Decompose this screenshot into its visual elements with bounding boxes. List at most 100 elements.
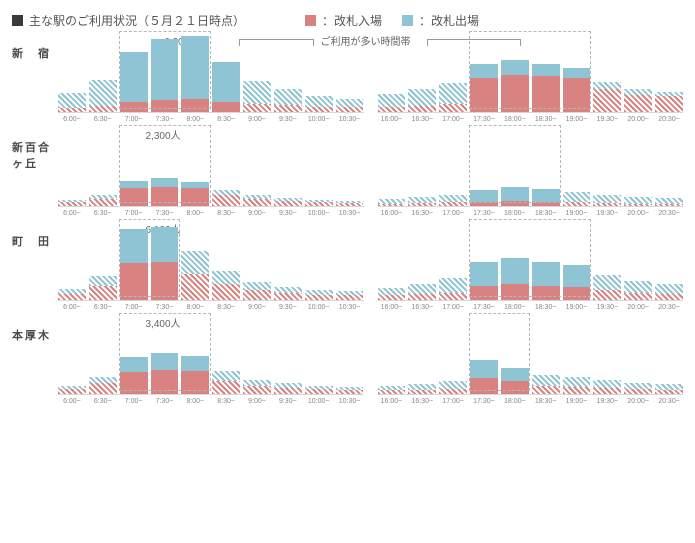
exit-segment xyxy=(58,93,86,109)
time-label: 16:30~ xyxy=(408,398,436,405)
entry-segment xyxy=(563,78,591,112)
time-bar xyxy=(501,258,529,300)
panel-wrap: ご利用が多い時間帯 6,300人 xyxy=(58,35,683,123)
entry-segment xyxy=(655,390,683,394)
entry-segment xyxy=(408,294,436,300)
time-label: 17:00~ xyxy=(439,304,467,311)
time-label: 10:30~ xyxy=(336,398,364,405)
time-label: 10:00~ xyxy=(305,116,333,123)
exit-segment xyxy=(439,278,467,292)
time-label: 19:00~ xyxy=(563,210,591,217)
time-label: 6:00~ xyxy=(58,398,86,405)
time-bar xyxy=(151,227,179,300)
entry-segment xyxy=(243,386,271,394)
exit-segment xyxy=(439,83,467,103)
time-label: 16:00~ xyxy=(378,398,406,405)
entry-segment xyxy=(470,202,498,206)
time-label: 17:00~ xyxy=(439,116,467,123)
bar-group xyxy=(378,223,684,301)
entry-segment xyxy=(274,105,302,112)
time-label: 19:00~ xyxy=(563,116,591,123)
time-label: 16:30~ xyxy=(408,304,436,311)
label-group: 16:00~16:30~17:00~17:30~18:00~18:30~19:0… xyxy=(378,210,684,217)
time-bar xyxy=(212,62,240,112)
time-bar xyxy=(305,96,333,112)
entry-segment xyxy=(151,262,179,300)
time-label: 20:00~ xyxy=(624,116,652,123)
time-bar xyxy=(243,282,271,300)
time-label: 6:30~ xyxy=(89,304,117,311)
entry-segment xyxy=(470,78,498,112)
exit-segment xyxy=(212,371,240,381)
entry-segment xyxy=(243,104,271,112)
time-label: 8:30~ xyxy=(212,210,240,217)
time-bar xyxy=(439,195,467,206)
time-label: 10:00~ xyxy=(305,210,333,217)
time-bar xyxy=(243,195,271,206)
time-label: 8:30~ xyxy=(212,398,240,405)
pm-panel: 16:00~16:30~17:00~17:30~18:00~18:30~19:0… xyxy=(378,35,684,123)
exit-segment xyxy=(532,375,560,386)
time-label: 18:00~ xyxy=(501,210,529,217)
time-bar xyxy=(212,190,240,206)
entry-segment xyxy=(151,187,179,206)
exit-segment xyxy=(532,189,560,202)
time-bar xyxy=(274,89,302,112)
time-label: 9:30~ xyxy=(274,116,302,123)
entry-segment xyxy=(624,95,652,112)
time-label: 18:00~ xyxy=(501,398,529,405)
entry-segment xyxy=(439,293,467,300)
time-label: 6:30~ xyxy=(89,398,117,405)
time-bar xyxy=(89,276,117,300)
time-label: 20:30~ xyxy=(655,116,683,123)
exit-segment xyxy=(624,197,652,204)
time-bar xyxy=(181,182,209,206)
entry-segment xyxy=(501,381,529,394)
time-label: 19:00~ xyxy=(563,304,591,311)
entry-segment xyxy=(470,286,498,300)
time-bar xyxy=(593,195,621,206)
time-label: 10:00~ xyxy=(305,304,333,311)
time-label: 8:00~ xyxy=(181,398,209,405)
label-group: 6:00~6:30~7:00~7:30~8:00~8:30~9:00~9:30~… xyxy=(58,210,364,217)
time-label: 8:30~ xyxy=(212,116,240,123)
label-group: 16:00~16:30~17:00~17:30~18:00~18:30~19:0… xyxy=(378,116,684,123)
entry-segment xyxy=(89,106,117,112)
entry-segment xyxy=(655,96,683,112)
entry-segment xyxy=(408,203,436,206)
time-label: 10:00~ xyxy=(305,398,333,405)
time-bar xyxy=(378,199,406,206)
exit-segment xyxy=(593,380,621,388)
entry-segment xyxy=(181,188,209,206)
entry-segment xyxy=(501,201,529,206)
entry-segment xyxy=(408,106,436,112)
time-bar xyxy=(120,181,148,206)
time-label: 8:00~ xyxy=(181,210,209,217)
time-label: 7:00~ xyxy=(120,116,148,123)
bar-group xyxy=(58,317,364,395)
time-bar xyxy=(120,357,148,394)
exit-segment xyxy=(563,265,591,287)
entry-segment xyxy=(305,107,333,112)
entry-segment xyxy=(624,389,652,394)
time-bar xyxy=(181,356,209,394)
entry-segment xyxy=(624,293,652,300)
exit-segment xyxy=(212,271,240,284)
time-bar xyxy=(408,197,436,206)
time-bar xyxy=(624,383,652,394)
time-bar xyxy=(89,195,117,206)
time-label: 8:30~ xyxy=(212,304,240,311)
legend-entry: ：改札入場 xyxy=(305,12,382,29)
label-group: 16:00~16:30~17:00~17:30~18:00~18:30~19:0… xyxy=(378,304,684,311)
time-label: 7:30~ xyxy=(151,210,179,217)
time-label: 20:30~ xyxy=(655,304,683,311)
time-bar xyxy=(58,93,86,112)
legend-exit: ：改札出場 xyxy=(402,12,479,29)
exit-segment xyxy=(563,377,591,387)
entry-segment xyxy=(439,104,467,112)
time-label: 20:00~ xyxy=(624,398,652,405)
time-bar xyxy=(563,192,591,206)
exit-segment xyxy=(470,262,498,286)
exit-segment xyxy=(305,96,333,107)
entry-segment xyxy=(305,295,333,300)
